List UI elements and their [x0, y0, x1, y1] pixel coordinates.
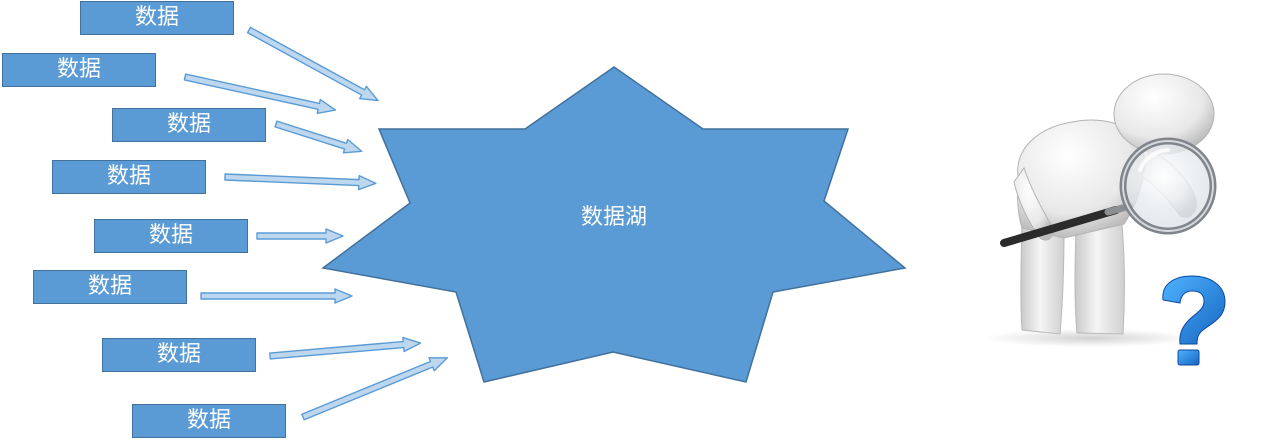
data-lake-label: 数据湖 — [581, 205, 647, 230]
flow-arrow — [256, 228, 344, 244]
data-source-box: 数据 — [52, 160, 206, 194]
flow-arrow — [269, 336, 422, 360]
data-source-box: 数据 — [132, 404, 286, 438]
flow-arrow — [200, 288, 353, 304]
flow-arrow — [301, 357, 449, 421]
data-source-box: 数据 — [80, 1, 234, 35]
flow-arrow — [274, 120, 363, 154]
question-mark-icon — [1162, 275, 1226, 366]
flow-arrow — [183, 73, 337, 114]
data-lake-star — [321, 66, 907, 383]
data-source-box: 数据 — [2, 53, 156, 87]
flow-arrow — [224, 173, 377, 191]
data-source-box: 数据 — [94, 219, 248, 253]
data-source-box: 数据 — [112, 108, 266, 142]
data-source-box: 数据 — [33, 270, 187, 304]
flow-arrow — [246, 26, 379, 102]
person-magnifier-illustration — [985, 73, 1217, 347]
data-source-box: 数据 — [102, 338, 256, 372]
flow-arrows — [183, 26, 449, 421]
